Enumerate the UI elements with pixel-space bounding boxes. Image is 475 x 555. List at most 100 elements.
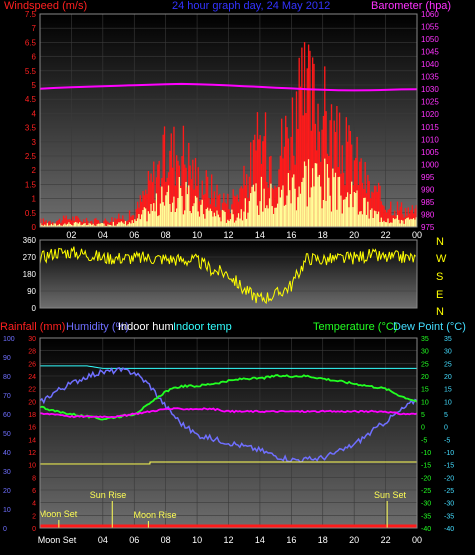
- wind-avg-bar: [56, 225, 58, 227]
- wind-tick-label: 7: [32, 24, 37, 33]
- wind-avg-bar: [140, 214, 143, 227]
- wind-gust-bar: [170, 133, 172, 227]
- wind-avg-bar: [352, 207, 354, 227]
- wind-avg-bar: [213, 212, 216, 227]
- wind-gust-bar: [169, 150, 171, 227]
- wind-gust-bar: [268, 156, 271, 227]
- wind-gust-bar: [158, 160, 160, 227]
- wind-gust-bar: [250, 142, 252, 227]
- wind-avg-bar: [180, 188, 182, 227]
- humidity-tick-label: 90: [3, 355, 11, 362]
- wind-gust-bar: [42, 218, 45, 227]
- wind-avg-bar: [171, 202, 174, 227]
- wind-avg-bar: [316, 163, 318, 227]
- wind-avg-bar: [178, 176, 181, 227]
- wind-gust-bar: [380, 201, 382, 227]
- wind-gust-bar: [391, 215, 393, 227]
- wind-avg-bar: [311, 168, 314, 227]
- wind-avg-bar: [68, 222, 70, 227]
- wind-gust-bar: [126, 221, 128, 227]
- wind-gust-bar: [301, 47, 303, 227]
- wind-gust-bar: [367, 174, 369, 227]
- wind-avg-bar: [101, 223, 104, 227]
- wind-avg-bar: [131, 220, 133, 227]
- wind-avg-bar: [369, 209, 372, 227]
- wind-gust-bar: [58, 218, 61, 227]
- wind-x-tick-label: 12: [223, 230, 233, 240]
- wind-avg-bar: [127, 224, 129, 227]
- wind-avg-bar: [246, 218, 248, 227]
- wind-avg-bar: [387, 218, 389, 227]
- wind-avg-bar: [151, 210, 154, 227]
- wind-avg-bar: [379, 222, 381, 227]
- humidity-tick-label: 30: [3, 469, 11, 476]
- wind-avg-bar: [177, 197, 179, 227]
- rain-total-line: [40, 461, 417, 465]
- rainfall-tick-label: 0: [32, 526, 36, 533]
- wind-avg-bar: [96, 224, 98, 227]
- wind-avg-bar: [136, 218, 139, 227]
- wind-avg-bar: [201, 199, 203, 227]
- wind-avg-bar: [189, 210, 191, 227]
- wind-avg-bar: [349, 194, 352, 227]
- wind-avg-bar: [134, 219, 136, 227]
- wind-avg-bar: [54, 223, 57, 227]
- wind-avg-bar: [210, 211, 213, 227]
- rainfall-tick-label: 8: [32, 475, 36, 482]
- temp-tick-label: 10: [421, 399, 429, 406]
- wind-avg-bar: [247, 212, 249, 227]
- temp-x-tick-label: 20: [349, 535, 359, 545]
- wind-gust-bar: [338, 112, 341, 227]
- wind-gust-bar: [190, 179, 193, 227]
- wind-avg-bar: [402, 220, 404, 227]
- wind-avg-bar: [407, 217, 409, 227]
- wind-avg-bar: [361, 214, 364, 227]
- wind-avg-bar: [209, 208, 211, 227]
- wind-avg-bar: [81, 224, 84, 227]
- wind-gust-bar: [150, 173, 152, 227]
- wind-avg-bar: [291, 177, 294, 227]
- wind-avg-bar: [270, 183, 272, 227]
- wind-gust-bar: [336, 105, 338, 227]
- wind-avg-bar: [293, 174, 295, 227]
- wind-gust-bar: [333, 120, 335, 227]
- wind-avg-bar: [337, 177, 339, 227]
- wind-avg-bar: [149, 213, 151, 227]
- wind-gust-bar: [262, 141, 264, 227]
- wind-gust-bar: [279, 155, 282, 227]
- wind-avg-bar: [360, 211, 362, 227]
- dewpoint-tick-label: 15: [444, 387, 452, 394]
- wind-avg-bar: [124, 221, 127, 227]
- wind-direction-line: [39, 246, 417, 305]
- wind-gust-bar: [281, 118, 283, 227]
- wind-avg-bar: [132, 223, 135, 227]
- barometer-tick-label: 1015: [421, 123, 439, 132]
- barometer-tick-label: 1035: [421, 73, 439, 82]
- wind-avg-bar: [260, 176, 263, 227]
- wind-gust-bar: [228, 209, 230, 227]
- wind-avg-bar: [255, 183, 257, 227]
- wind-gust-bar: [398, 210, 400, 227]
- astro-annotation: Sun Set: [374, 490, 407, 500]
- wind-gust-bar: [379, 185, 381, 227]
- wind-avg-bar: [290, 203, 292, 227]
- wind-gust-bar: [220, 210, 222, 227]
- wind-gust-bar: [388, 208, 391, 227]
- wind-avg-bar: [158, 215, 160, 227]
- wind-avg-bar: [95, 225, 97, 227]
- wind-avg-bar: [345, 196, 347, 227]
- wind-avg-bar: [224, 211, 226, 227]
- wind-avg-bar: [239, 218, 241, 227]
- wind-avg-bar: [112, 221, 115, 227]
- wind-gust-bar: [376, 192, 378, 227]
- wind-avg-bar: [198, 216, 201, 227]
- wind-avg-bar: [146, 221, 148, 227]
- wind-gust-bar: [64, 218, 66, 227]
- wind-avg-bar: [60, 225, 62, 227]
- wind-avg-bar: [372, 217, 374, 227]
- wind-avg-bar: [173, 196, 175, 227]
- wind-avg-bar: [237, 213, 240, 227]
- wind-tick-label: 0: [32, 223, 37, 232]
- indoor-temp-line: [40, 365, 417, 369]
